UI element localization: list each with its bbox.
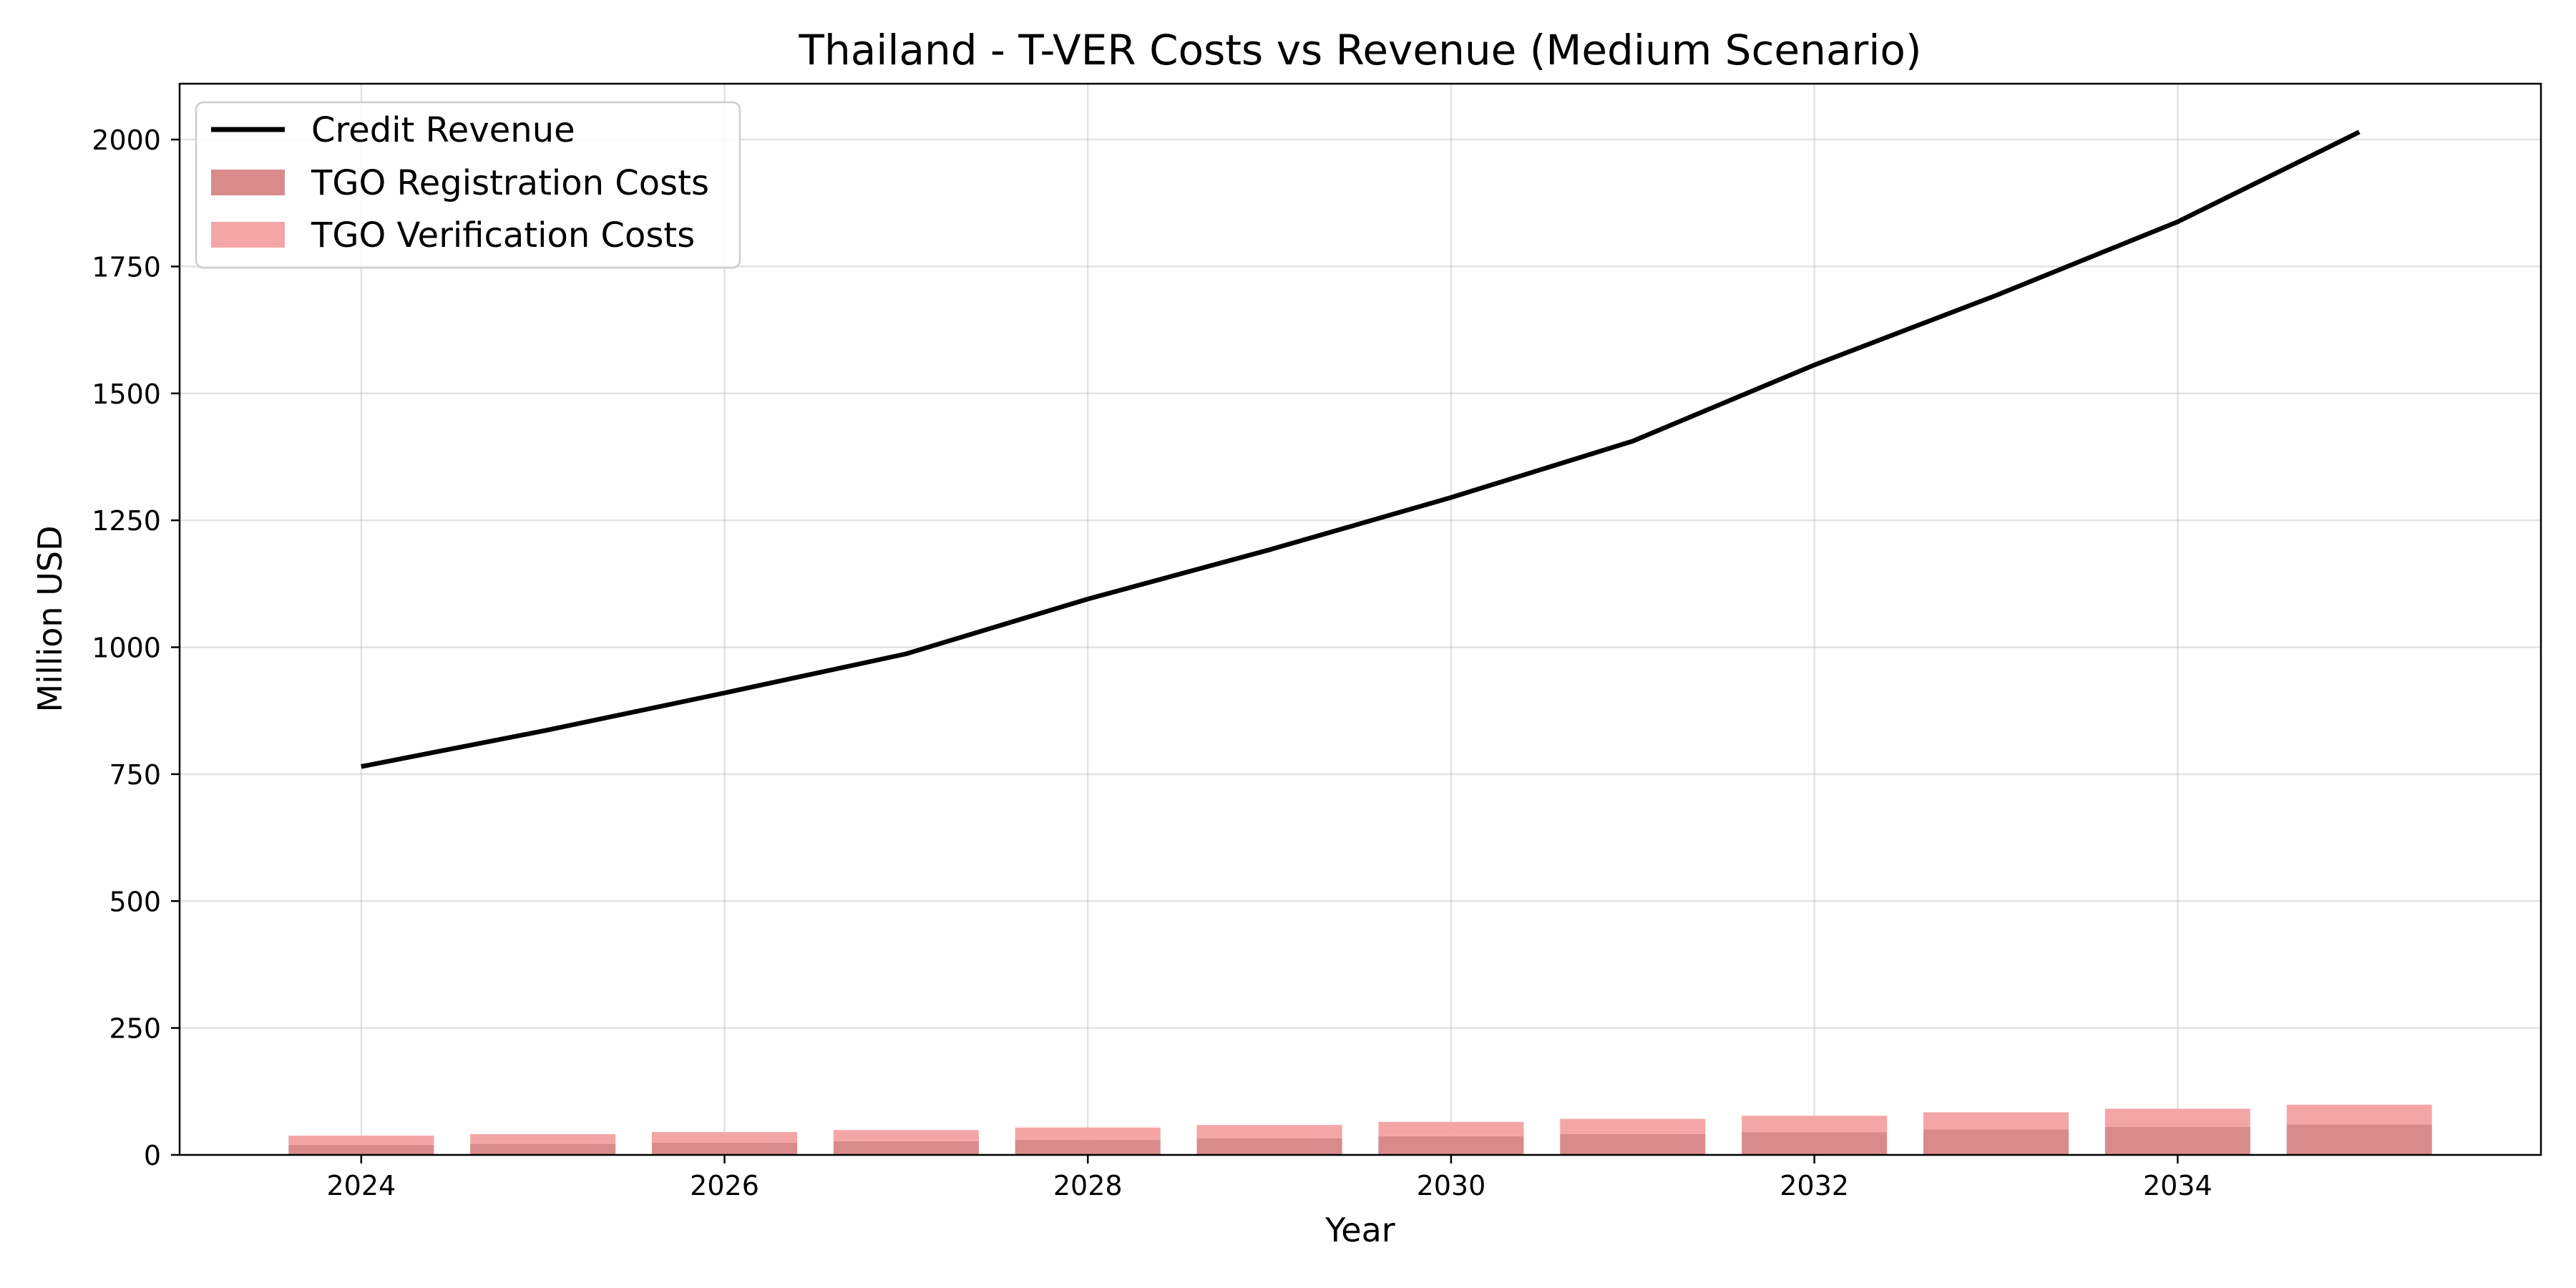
x-tick-label-2034: 2034 [2143,1170,2212,1201]
grid-lines [180,84,2541,1156]
bar-registration-2026 [652,1142,798,1155]
y-tick-label-750: 750 [109,759,161,791]
bar-verification-2034 [2104,1108,2250,1127]
bar-verification-2031 [1560,1118,1706,1134]
line-credit-revenue [361,130,2361,769]
x-tick-label-2032: 2032 [1780,1170,1849,1201]
bar-verification-2029 [1196,1125,1342,1138]
legend-swatch-registration-costs [211,170,285,195]
x-axis-ticks: 2024 2026 2028 2030 2032 2034 [326,1155,2212,1201]
bar-registration-2030 [1378,1136,1524,1155]
bar-registration-2024 [288,1144,434,1155]
bar-registration-2032 [1742,1132,1888,1155]
y-tick-label-250: 250 [109,1013,161,1045]
bar-registration-2034 [2104,1126,2250,1155]
bar-verification-2024 [288,1136,434,1145]
chart-title: Thailand - T-VER Costs vs Revenue (Mediu… [799,26,1922,74]
y-tick-label-2000: 2000 [92,125,161,156]
bar-verification-2028 [1015,1127,1161,1140]
bar-verification-2032 [1742,1116,1888,1133]
legend-label-registration-costs: TGO Registration Costs [311,163,709,203]
bar-verification-2035 [2286,1104,2432,1125]
bar-registration-2035 [2286,1124,2432,1155]
y-axis-ticks: 0 250 500 750 1000 1250 1500 1750 2000 [92,125,180,1171]
legend-label-credit-revenue: Credit Revenue [311,110,575,150]
y-tick-label-1750: 1750 [92,251,161,283]
bar-registration-2033 [1923,1129,2069,1155]
x-tick-label-2028: 2028 [1053,1170,1123,1201]
bar-registration-2025 [470,1143,616,1155]
legend: Credit Revenue TGO Registration Costs TG… [195,101,741,269]
bar-verification-2025 [470,1133,616,1144]
bar-registration-2027 [833,1141,979,1155]
y-axis-label: Million USD [31,525,69,712]
y-tick-label-1000: 1000 [92,633,161,664]
x-axis-label: Year [1324,1211,1395,1249]
y-tick-label-500: 500 [109,886,161,917]
legend-box [195,101,741,269]
plot-frame [178,82,2542,1156]
bar-verification-2026 [652,1132,798,1143]
bar-registration-2029 [1196,1138,1342,1155]
y-tick-label-1250: 1250 [92,505,161,537]
bar-registration-2031 [1560,1133,1706,1155]
line-series [361,130,2361,769]
x-tick-label-2024: 2024 [326,1170,396,1201]
y-tick-label-0: 0 [144,1140,161,1171]
bar-verification-2033 [1923,1112,2069,1130]
bar-registration-2028 [1015,1139,1161,1155]
legend-label-verification-costs: TGO Verification Costs [311,215,695,255]
x-tick-label-2030: 2030 [1417,1170,1486,1201]
y-tick-label-1500: 1500 [92,379,161,410]
x-tick-label-2026: 2026 [690,1170,759,1201]
bar-verification-2030 [1378,1121,1524,1136]
bar-verification-2027 [833,1130,979,1141]
bar-series [288,1104,2432,1155]
legend-swatch-verification-costs [211,222,285,248]
